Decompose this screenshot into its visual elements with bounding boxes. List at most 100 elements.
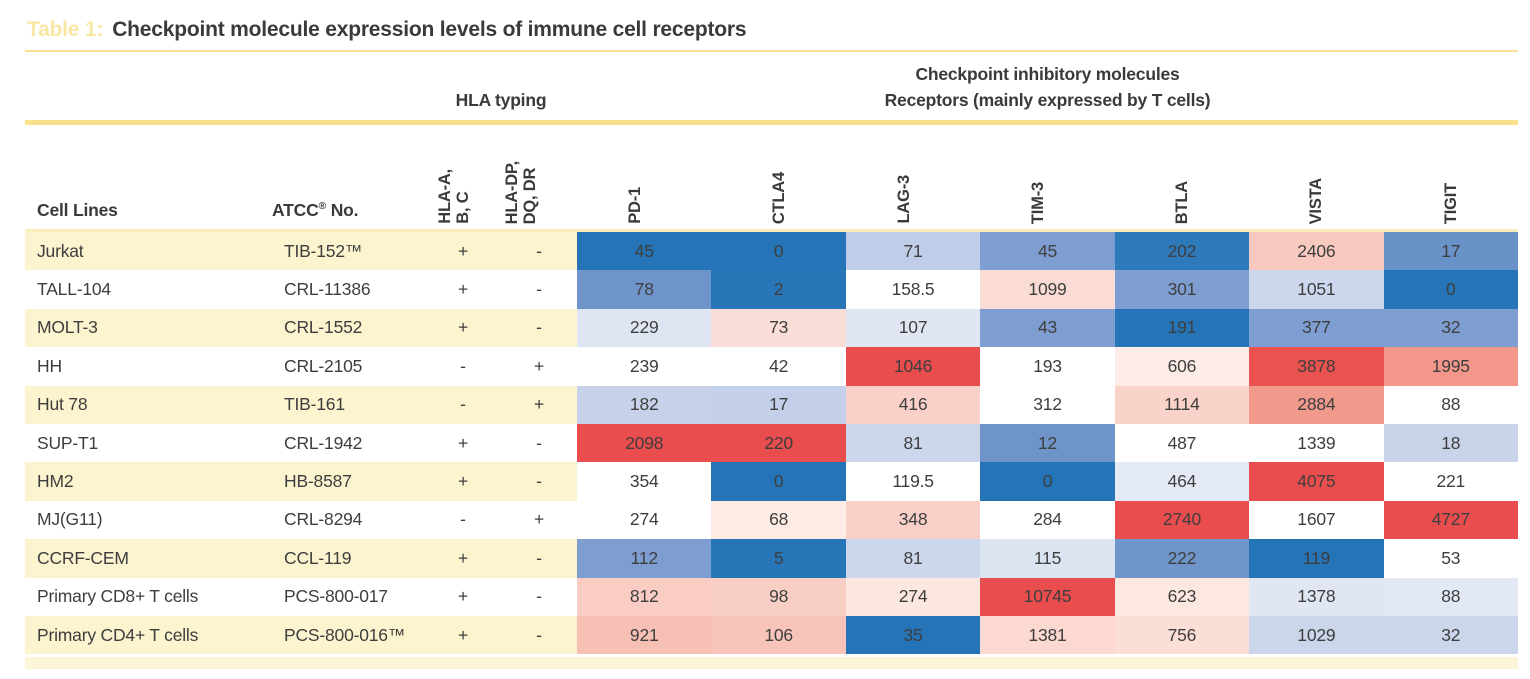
heat-cell: 274: [577, 500, 712, 540]
heat-cell: 32: [1383, 615, 1518, 655]
heat-cell: 119.5: [845, 462, 981, 501]
table-row: MOLT-3 CRL-1552 + -229 73 107 43 191 377 32: [25, 308, 1518, 348]
heat-cell: 4075: [1249, 462, 1384, 501]
rotated-column-header-label: CTLA4: [769, 171, 788, 224]
heat-cell: 112: [577, 539, 712, 578]
cell-line-name: MJ(G11): [37, 509, 103, 530]
registered-trademark-symbol: ®: [318, 200, 327, 213]
column-header-cell-lines: Cell Lines: [37, 200, 118, 220]
heat-cell: 1378: [1249, 577, 1384, 616]
heat-cell: 2740: [1114, 500, 1250, 540]
hla-abc-value: +: [425, 539, 501, 578]
cell-line-name: Hut 78: [25, 385, 272, 424]
cell-line-name: HM2: [25, 462, 272, 501]
hla-abc-value: -: [460, 509, 466, 530]
atcc-number: CRL-1552: [272, 308, 425, 348]
cell-line-name: Primary CD8+ T cells: [37, 586, 199, 607]
hla-abc-value: +: [425, 308, 501, 348]
heat-cell: 0: [711, 232, 846, 271]
heat-cell: 2884: [1249, 385, 1384, 424]
heat-cell: 229: [577, 308, 712, 348]
rotated-column-header-label: HLA-DP, DQ, DR: [503, 160, 539, 224]
heat-cell: 348: [845, 500, 981, 540]
heat-cell: 220: [711, 423, 846, 463]
heat-cell: 301: [1114, 270, 1250, 309]
atcc-number: CRL-11386: [284, 279, 371, 300]
heat-cell: 0: [711, 462, 846, 501]
group-header-checkpoint: Checkpoint inhibitory molecules Receptor…: [577, 52, 1518, 120]
atcc-number: HB-8587: [272, 462, 425, 501]
heat-cell: 0: [1383, 270, 1518, 309]
heat-cell: 487: [1114, 423, 1250, 463]
heat-cell: 193: [980, 347, 1115, 386]
heat-cell: 756: [1114, 615, 1250, 655]
heat-cell: 1995: [1383, 347, 1518, 386]
heat-cell: 377: [1249, 308, 1384, 348]
heat-cell: 43: [980, 308, 1115, 348]
atcc-number: CCL-119: [272, 539, 425, 578]
rotated-column-header-label: LAG-3: [895, 175, 914, 224]
heat-cell: 921: [577, 615, 712, 655]
heat-cell: 3878: [1249, 347, 1384, 386]
table-body: Jurkat TIB-152™ + -45 0 71 45 202 2406 17 TALL-104…: [0, 232, 1530, 655]
heat-cell: 2: [711, 270, 846, 309]
table-figure: Table 1: Checkpoint molecule expression …: [0, 10, 1530, 670]
table-row: TALL-104 CRL-11386 + - 78 2 158.5 1099 301 1051 0: [25, 270, 1518, 309]
hla-abc-value: -: [425, 385, 501, 424]
hla-abc-value: +: [457, 279, 469, 300]
heat-cell: 73: [711, 308, 846, 348]
heat-cell: 1339: [1249, 423, 1384, 463]
heat-cell: 32: [1383, 308, 1518, 348]
hla-abc-value: +: [425, 615, 501, 655]
heat-cell: 464: [1114, 462, 1250, 501]
header-rule: [25, 229, 1518, 232]
heat-cell: 119: [1249, 539, 1384, 578]
heat-cell: 68: [711, 500, 846, 540]
hla-dp-dq-dr-value: -: [501, 539, 577, 578]
heat-cell: 1114: [1114, 385, 1250, 424]
atcc-number: CRL-2105: [284, 355, 363, 376]
heat-cell: 81: [845, 423, 981, 463]
rotated-column-header-label: PD-1: [626, 187, 645, 224]
heat-cell: 2406: [1249, 232, 1384, 271]
rotated-column-header: PD-1: [626, 187, 662, 229]
heat-cell: 182: [577, 385, 712, 424]
heat-cell: 312: [980, 385, 1115, 424]
heat-cell: 1099: [980, 270, 1115, 309]
table-row: Primary CD8+ T cells PCS-800-017 + - 812 98 27…: [25, 577, 1518, 616]
heat-cell: 222: [1114, 539, 1250, 578]
heat-cell: 53: [1383, 539, 1518, 578]
heat-cell: 18: [1383, 423, 1518, 463]
cell-line-name: TALL-104: [37, 279, 111, 300]
table-row: HH CRL-2105 - +239 42 1046 193 606 3878 1995: [25, 347, 1518, 386]
title-underline: [25, 50, 1518, 52]
heat-cell: 623: [1114, 577, 1250, 616]
cell-line-name: Primary CD4+ T cells: [25, 615, 272, 655]
heat-cell: 416: [845, 385, 981, 424]
rotated-column-header-label: BTLA: [1172, 180, 1191, 224]
group-header-checkpoint-line2: Receptors (mainly expressed by T cells): [884, 90, 1211, 110]
table-row: Jurkat TIB-152™ + -45 0 71 45 202 2406 17: [25, 232, 1518, 271]
hla-dp-dq-dr-value: -: [501, 308, 577, 348]
hla-dp-dq-dr-value: -: [501, 615, 577, 655]
table-title: Table 1: Checkpoint molecule expression …: [27, 10, 1530, 50]
group-header-checkpoint-line1: Checkpoint inhibitory molecules: [915, 64, 1180, 84]
heat-cell: 78: [577, 270, 712, 309]
heat-cell: 284: [980, 500, 1115, 540]
rotated-column-header-label: HLA-A, B, C: [436, 169, 472, 224]
rotated-column-header-label: TIM-3: [1029, 181, 1048, 224]
heat-cell: 221: [1383, 462, 1518, 501]
rotated-column-header: TIM-3: [1029, 182, 1065, 229]
heat-cell: 71: [845, 232, 981, 271]
heat-cell: 202: [1114, 232, 1250, 271]
table-row: Primary CD4+ T cells PCS-800-016™ + -921 106…: [25, 615, 1518, 655]
heat-cell: 1046: [845, 347, 981, 386]
hla-abc-value: +: [457, 586, 469, 607]
hla-dp-dq-dr-value: -: [501, 232, 577, 271]
heat-cell: 17: [1383, 232, 1518, 271]
rotated-column-header: VISTA: [1307, 178, 1325, 229]
cell-line-name: MOLT-3: [25, 308, 272, 348]
table-row: HM2 HB-8587 + -354 0 119.5 0 464 4075 221: [25, 462, 1518, 501]
heat-cell: 1381: [980, 615, 1115, 655]
cell-line-name: SUP-T1: [37, 432, 99, 453]
